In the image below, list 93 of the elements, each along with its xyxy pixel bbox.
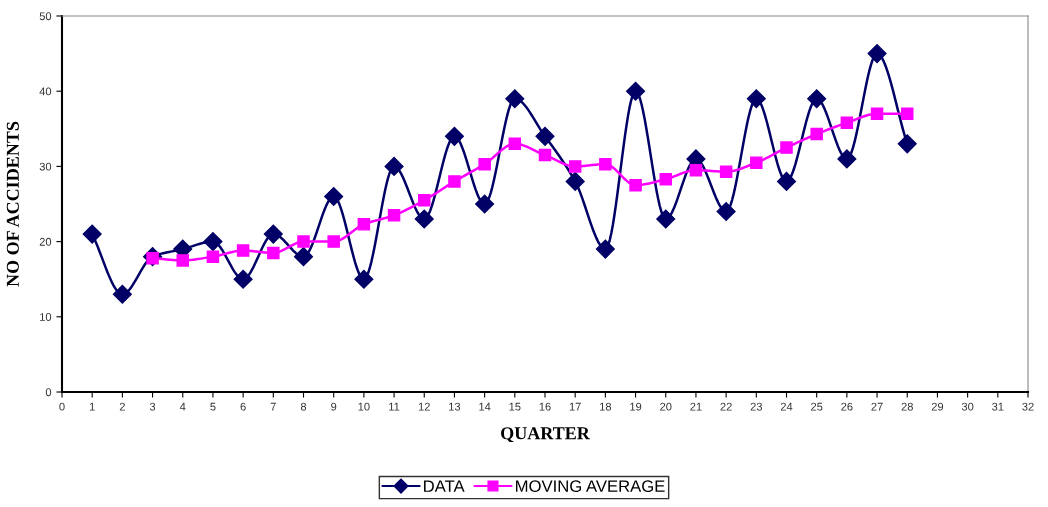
x-tick-label: 0 — [59, 402, 65, 411]
point — [444, 126, 464, 146]
x-tick-label: 14 — [479, 402, 491, 411]
point — [716, 201, 736, 222]
point — [327, 235, 340, 248]
x-tick-label: 27 — [871, 402, 883, 411]
point — [599, 157, 612, 171]
y-tick-label: 10 — [40, 313, 52, 321]
y-tick-label: 30 — [39, 162, 52, 171]
point — [900, 107, 914, 121]
x-tick-label: 32 — [1022, 402, 1034, 411]
point — [746, 89, 766, 109]
x-tick-label: 3 — [149, 402, 156, 411]
point — [867, 44, 887, 64]
x-tick-label: 31 — [992, 402, 1004, 411]
point — [324, 186, 344, 207]
point — [387, 209, 401, 222]
x-tick-label: 18 — [600, 402, 612, 411]
point — [595, 239, 615, 259]
x-tick-label: 6 — [240, 402, 246, 411]
point — [840, 116, 854, 130]
point — [837, 149, 857, 169]
point — [297, 235, 310, 248]
x-tick-label: 20 — [660, 402, 672, 411]
point — [535, 126, 555, 146]
point — [565, 171, 585, 191]
point — [478, 157, 491, 171]
x-tick-label: 10 — [358, 402, 370, 411]
x-tick-label: 13 — [449, 402, 461, 411]
point — [776, 171, 797, 191]
point — [656, 209, 676, 229]
legend-label: MOVING AVERAGE — [516, 480, 665, 493]
x-tick-label: 5 — [210, 402, 216, 411]
point — [448, 175, 461, 188]
point — [475, 194, 495, 214]
point — [807, 89, 827, 109]
x-tick-label: 21 — [690, 402, 702, 411]
x-tick-label: 29 — [931, 402, 944, 411]
legend-label: DATA — [424, 480, 465, 492]
point — [626, 81, 646, 101]
point — [810, 127, 823, 141]
x-axis-title: QUARTER — [501, 427, 590, 443]
point — [897, 134, 917, 154]
x-tick-label: 7 — [270, 402, 276, 411]
x-tick-label: 24 — [780, 402, 793, 411]
y-tick-label: 20 — [39, 237, 52, 246]
x-tick-label: 28 — [901, 402, 913, 411]
x-tick-label: 30 — [961, 402, 974, 411]
point — [206, 250, 220, 263]
y-tick-label: 50 — [39, 12, 52, 21]
point — [357, 218, 371, 231]
point — [505, 89, 525, 109]
x-tick-label: 8 — [300, 402, 307, 411]
point — [659, 172, 673, 186]
x-tick-label: 17 — [569, 402, 581, 411]
point — [719, 165, 733, 178]
point — [176, 254, 190, 267]
x-tick-label: 12 — [418, 402, 430, 411]
point — [414, 209, 434, 229]
point — [508, 137, 522, 151]
point — [263, 224, 283, 244]
y-tick-label: 0 — [45, 388, 52, 397]
x-tick-label: 9 — [331, 402, 337, 411]
point — [568, 160, 582, 173]
point — [750, 156, 763, 169]
point — [293, 247, 314, 267]
point — [870, 107, 884, 121]
point — [689, 163, 703, 177]
y-axis-title: NO OF ACCIDENTS — [6, 121, 19, 287]
x-tick-label: 22 — [720, 402, 732, 411]
point — [82, 224, 102, 244]
y-tick-label: 40 — [39, 87, 52, 96]
x-tick-label: 2 — [119, 402, 125, 411]
point — [417, 193, 431, 207]
point — [629, 178, 642, 192]
point — [233, 269, 253, 289]
x-tick-label: 15 — [509, 402, 521, 411]
point — [203, 232, 223, 252]
x-tick-label: 26 — [841, 402, 853, 411]
x-tick-label: 23 — [750, 402, 762, 411]
point — [384, 156, 404, 176]
point — [236, 244, 250, 257]
x-tick-label: 16 — [539, 402, 551, 411]
x-tick-label: 4 — [179, 402, 186, 411]
x-tick-label: 19 — [630, 402, 642, 411]
x-tick-label: 25 — [811, 402, 823, 411]
x-tick-label: 1 — [89, 402, 95, 411]
point — [267, 246, 280, 260]
point — [780, 141, 793, 154]
x-tick-label: 11 — [389, 402, 400, 411]
point — [538, 148, 552, 162]
point — [112, 284, 132, 304]
point — [354, 269, 374, 289]
